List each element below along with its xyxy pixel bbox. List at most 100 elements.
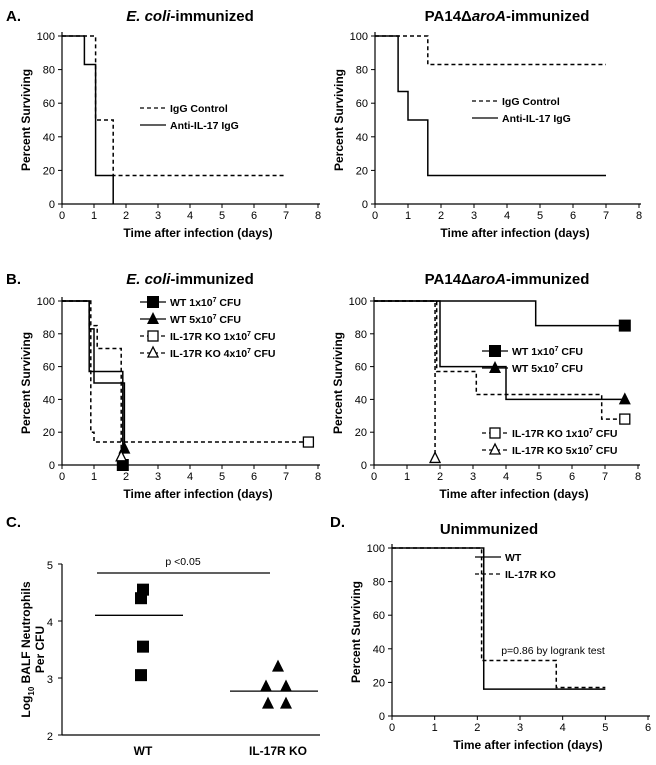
y-tick-label: 100: [37, 31, 55, 43]
x-category-label: WT: [134, 744, 153, 758]
legend-label-0: WT 1x107 CFU: [512, 346, 583, 358]
legend-text: WT 1x10: [512, 346, 555, 358]
x-tick-label: 1: [91, 210, 97, 222]
legend-text: IL-17R KO 4x10: [170, 348, 247, 360]
x-tick-label: 0: [371, 471, 377, 483]
series-line-0: [62, 35, 286, 177]
legend-text: IgG Control: [502, 96, 560, 108]
legend-label-0: WT: [505, 552, 522, 564]
x-category-label: IL-17R KO: [249, 744, 307, 758]
y-tick-label: 2: [47, 731, 53, 743]
legend-label-3: IL-17R KO 4x107 CFU: [170, 348, 275, 360]
x-tick-label: 3: [155, 471, 161, 483]
x-tick-label: 5: [536, 471, 542, 483]
legend-sup: 7: [589, 428, 593, 435]
legend-marker: [489, 427, 501, 439]
series-end-marker-3: [115, 449, 128, 462]
x-tick-label: 0: [59, 471, 65, 483]
legend-text: CFU: [593, 428, 618, 440]
panel-title: Unimmunized: [440, 521, 538, 538]
series-line-1: [62, 300, 126, 449]
y-tick-label: 60: [356, 98, 368, 110]
title-part: -immunized: [170, 8, 253, 25]
data-point-1-0: [272, 659, 284, 672]
x-tick-label: 3: [517, 722, 523, 734]
y-tick-label: 80: [43, 329, 55, 341]
y-tick-label: 0: [49, 460, 55, 472]
legend-text: CFU: [559, 363, 584, 375]
y-tick-label: 100: [37, 296, 55, 308]
series-line-3: [62, 300, 122, 457]
y-tick-label: 60: [43, 98, 55, 110]
panel-label: A.: [6, 8, 21, 25]
y-tick-label: 5: [47, 560, 53, 572]
ylabel-sub: 10: [27, 686, 36, 695]
data-point-1-2: [280, 679, 292, 692]
data-point-0-3: [135, 669, 147, 682]
x-tick-label: 2: [437, 471, 443, 483]
title-italic: E. coli: [126, 8, 171, 25]
legend-sup: 7: [555, 363, 559, 370]
y-tick-label: 20: [43, 165, 55, 177]
y-axis-label: Percent Surviving: [349, 581, 363, 683]
y-tick-label: 40: [355, 394, 367, 406]
legend-label-1: WT 5x107 CFU: [170, 314, 241, 326]
x-tick-label: 4: [187, 210, 193, 222]
legend: IgG Control Anti-IL-17 IgG: [472, 96, 571, 125]
y-tick-label: 60: [43, 362, 55, 374]
x-tick-label: 8: [315, 471, 321, 483]
title-part: -immunized: [506, 271, 589, 288]
x-axis-label: Time after infection (days): [123, 226, 272, 240]
y-axis-label: Percent Surviving: [19, 69, 33, 171]
y-axis-label: Log10 BALF Neutrophils: [19, 581, 36, 718]
legend-label-1: IL-17R KO: [505, 569, 556, 581]
x-tick-label: 6: [645, 722, 651, 734]
legend-marker: [147, 330, 159, 342]
y-tick-label: 0: [379, 711, 385, 723]
y-tick-label: 80: [355, 329, 367, 341]
data-point-1-3: [262, 696, 274, 709]
x-tick-label: 6: [251, 210, 257, 222]
y-tick-label: 20: [373, 677, 385, 689]
x-tick-label: 4: [503, 471, 509, 483]
legend-text: WT: [505, 552, 522, 564]
series-end-marker-0: [116, 459, 129, 471]
x-tick-label: 8: [315, 210, 321, 222]
series-line-2: [374, 300, 625, 420]
title-italic: aroA: [472, 8, 506, 25]
x-tick-label: 7: [283, 210, 289, 222]
x-axis-label: Time after infection (days): [440, 226, 589, 240]
x-tick-label: 7: [283, 471, 289, 483]
x-tick-label: 2: [123, 471, 129, 483]
panel-C: C. 2 3 4 5 WT IL-17R KO Log10 BALF Neutrophils P…: [6, 514, 320, 758]
legend-label-0: IgG Control: [170, 103, 228, 115]
x-tick-label: 3: [155, 210, 161, 222]
legend-text: CFU: [217, 297, 242, 309]
y-tick-label: 60: [355, 362, 367, 374]
y-tick-label: 20: [356, 165, 368, 177]
data-point-1-4: [280, 696, 292, 709]
legend-label-2: IL-17R KO 1x107 CFU: [512, 428, 617, 440]
x-tick-label: 5: [219, 210, 225, 222]
y-tick-label: 100: [350, 31, 368, 43]
series-end-marker-2: [619, 413, 631, 425]
legend-text: WT 1x10: [170, 297, 213, 309]
legend-label-1: Anti-IL-17 IgG: [170, 120, 239, 132]
series-line-1: [392, 547, 606, 689]
x-tick-label: 0: [59, 210, 65, 222]
x-tick-label: 4: [504, 210, 510, 222]
y-axis-label-line2: Per CFU: [33, 626, 47, 673]
legend-text: IL-17R KO 1x10: [170, 331, 247, 343]
legend-label-1: Anti-IL-17 IgG: [502, 113, 571, 125]
y-tick-label: 4: [47, 617, 53, 629]
panel-title: E. coli-immunized: [126, 271, 254, 288]
data-point-0-1: [135, 592, 147, 605]
legend-sup: 7: [247, 331, 251, 338]
legend-text: CFU: [217, 314, 242, 326]
y-tick-label: 20: [43, 427, 55, 439]
x-tick-label: 2: [438, 210, 444, 222]
legend-text: IL-17R KO: [505, 569, 556, 581]
